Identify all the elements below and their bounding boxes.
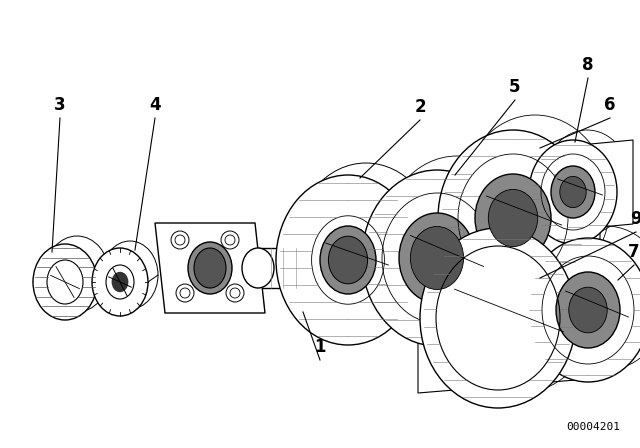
Ellipse shape (475, 174, 551, 262)
Polygon shape (527, 140, 633, 234)
Ellipse shape (399, 213, 475, 303)
Ellipse shape (529, 140, 617, 244)
Text: 00004201: 00004201 (566, 422, 620, 432)
Text: 2: 2 (414, 98, 426, 116)
Text: 7: 7 (628, 243, 640, 261)
Ellipse shape (569, 287, 607, 333)
Ellipse shape (438, 130, 588, 306)
Ellipse shape (33, 244, 97, 320)
Ellipse shape (420, 228, 576, 408)
Text: 9: 9 (630, 210, 640, 228)
Polygon shape (155, 223, 265, 313)
Ellipse shape (556, 272, 620, 348)
Ellipse shape (242, 248, 274, 288)
Ellipse shape (526, 238, 640, 382)
Text: 3: 3 (54, 96, 66, 114)
Text: 5: 5 (509, 78, 521, 96)
Ellipse shape (410, 227, 463, 289)
Ellipse shape (188, 242, 232, 294)
Ellipse shape (551, 166, 595, 218)
Ellipse shape (111, 272, 129, 292)
Ellipse shape (560, 177, 586, 207)
Polygon shape (418, 228, 600, 393)
Ellipse shape (362, 170, 512, 346)
Ellipse shape (320, 226, 376, 294)
Ellipse shape (488, 190, 538, 246)
Ellipse shape (194, 248, 226, 288)
Ellipse shape (328, 236, 367, 284)
Ellipse shape (92, 248, 148, 316)
Text: 6: 6 (604, 96, 616, 114)
Text: 8: 8 (582, 56, 594, 74)
Text: 4: 4 (149, 96, 161, 114)
Text: 1: 1 (314, 338, 326, 356)
Ellipse shape (276, 175, 420, 345)
